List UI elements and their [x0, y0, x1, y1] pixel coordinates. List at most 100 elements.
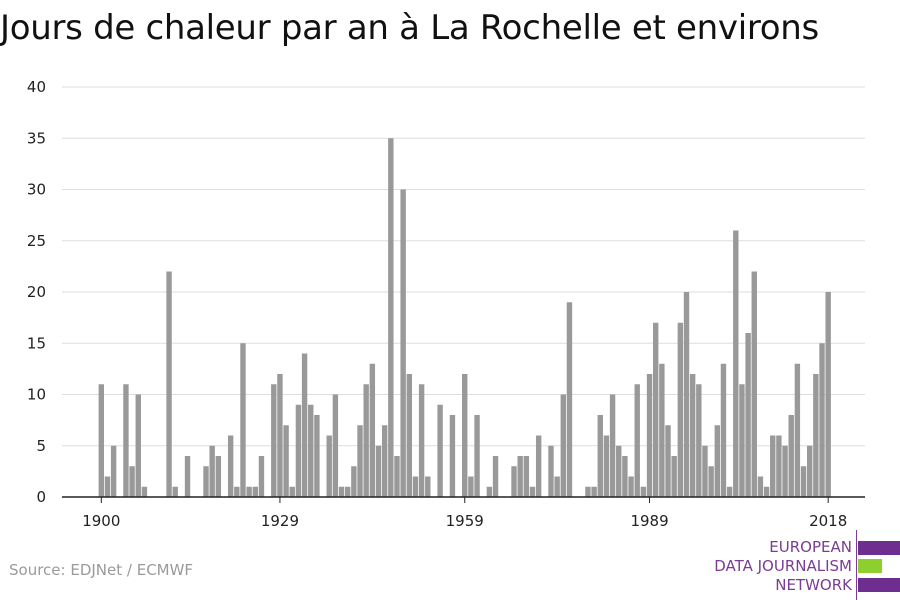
bar-1926[interactable]: [258, 456, 265, 497]
bar-1999[interactable]: [708, 466, 714, 497]
bar-1929[interactable]: [277, 374, 283, 497]
bar-1901[interactable]: [104, 476, 111, 498]
bar-1983[interactable]: [609, 394, 616, 498]
bar-1939[interactable]: [338, 486, 345, 497]
bar-2005[interactable]: [745, 333, 751, 497]
bar-1923[interactable]: [240, 343, 246, 497]
bar-1948[interactable]: [394, 456, 400, 497]
bar-1953[interactable]: [425, 476, 431, 498]
bar-2014[interactable]: [800, 466, 807, 497]
bar-1959[interactable]: [462, 374, 468, 497]
bar-1949[interactable]: [400, 189, 406, 498]
bar-1998[interactable]: [702, 445, 708, 497]
bar-2001[interactable]: [720, 363, 727, 497]
bar-1907[interactable]: [141, 486, 148, 497]
bar-1969[interactable]: [523, 456, 530, 497]
bar-2018[interactable]: [825, 292, 831, 497]
bar-2009[interactable]: [770, 435, 776, 498]
bar-1973[interactable]: [548, 445, 554, 497]
bar-1955[interactable]: [437, 404, 443, 497]
bar-1981[interactable]: [597, 415, 603, 497]
bar-2017[interactable]: [819, 343, 825, 497]
bar-2004[interactable]: [739, 384, 745, 497]
bar-2007[interactable]: [757, 476, 764, 498]
bar-1957[interactable]: [449, 415, 456, 497]
bar-1922[interactable]: [234, 486, 240, 497]
bar-2015[interactable]: [807, 445, 813, 497]
bar-1932[interactable]: [295, 404, 302, 497]
bar-2006[interactable]: [751, 271, 757, 498]
bar-2016[interactable]: [813, 374, 819, 497]
bar-1919[interactable]: [215, 456, 222, 497]
bar-2000[interactable]: [714, 425, 720, 497]
bar-1906[interactable]: [135, 394, 141, 498]
bar-1933[interactable]: [301, 353, 308, 498]
bar-1979[interactable]: [585, 486, 591, 497]
bar-1974[interactable]: [554, 476, 560, 498]
bar-2002[interactable]: [726, 486, 733, 497]
bar-1960[interactable]: [468, 476, 474, 498]
bar-1945[interactable]: [375, 445, 382, 497]
bar-1921[interactable]: [227, 435, 234, 498]
bar-1988[interactable]: [640, 486, 647, 497]
bar-1961[interactable]: [474, 415, 480, 497]
bar-1990[interactable]: [653, 322, 659, 497]
bar-2010[interactable]: [776, 435, 782, 498]
bar-1987[interactable]: [634, 384, 640, 497]
bar-1931[interactable]: [289, 486, 295, 497]
bar-1975[interactable]: [560, 394, 566, 498]
bar-1971[interactable]: [535, 435, 542, 498]
bar-1917[interactable]: [203, 466, 209, 497]
bar-1944[interactable]: [369, 363, 376, 497]
bar-1991[interactable]: [659, 363, 665, 497]
bar-1947[interactable]: [388, 138, 394, 497]
bar-1905[interactable]: [129, 466, 135, 497]
bar-1941[interactable]: [351, 466, 357, 497]
bar-1900[interactable]: [98, 384, 104, 497]
bar-1928[interactable]: [271, 384, 277, 497]
bar-1952[interactable]: [418, 384, 425, 497]
bar-1993[interactable]: [671, 456, 677, 497]
bar-1935[interactable]: [314, 415, 320, 497]
bar-2011[interactable]: [782, 445, 788, 497]
bar-1914[interactable]: [184, 456, 191, 497]
bar-1994[interactable]: [677, 322, 684, 497]
bar-1911[interactable]: [166, 271, 172, 498]
bar-2013[interactable]: [794, 363, 801, 497]
bar-1984[interactable]: [616, 445, 622, 497]
bar-2008[interactable]: [763, 486, 770, 497]
bar-2003[interactable]: [733, 230, 739, 498]
bar-1982[interactable]: [603, 435, 610, 498]
bar-2012[interactable]: [788, 415, 794, 497]
bar-1995[interactable]: [683, 292, 690, 497]
bar-1924[interactable]: [246, 486, 252, 497]
bar-1942[interactable]: [357, 425, 363, 497]
edjnet-logo[interactable]: EUROPEAN DATA JOURNALISM NETWORK: [712, 530, 900, 600]
bar-1937[interactable]: [326, 435, 332, 498]
bar-1997[interactable]: [696, 384, 702, 497]
bar-1943[interactable]: [363, 384, 369, 497]
bar-1992[interactable]: [665, 425, 671, 497]
bar-1989[interactable]: [646, 374, 653, 497]
bar-1904[interactable]: [123, 384, 129, 497]
bar-1946[interactable]: [381, 425, 388, 497]
bar-1950[interactable]: [406, 374, 412, 497]
bar-1996[interactable]: [689, 374, 696, 497]
bar-1912[interactable]: [172, 486, 178, 497]
bar-1963[interactable]: [486, 486, 493, 497]
bar-1968[interactable]: [517, 456, 523, 497]
bar-1902[interactable]: [110, 445, 117, 497]
bar-1918[interactable]: [209, 445, 215, 497]
bar-1967[interactable]: [511, 466, 517, 497]
bar-1970[interactable]: [529, 486, 536, 497]
bar-1976[interactable]: [566, 302, 573, 497]
bar-1934[interactable]: [308, 404, 314, 497]
bar-1986[interactable]: [628, 476, 634, 498]
bar-1930[interactable]: [283, 425, 289, 497]
bar-1925[interactable]: [252, 486, 258, 497]
bar-1980[interactable]: [591, 486, 597, 497]
bar-1940[interactable]: [345, 486, 351, 497]
bar-1951[interactable]: [412, 476, 419, 498]
bar-1985[interactable]: [622, 456, 628, 497]
bar-1938[interactable]: [332, 394, 339, 498]
